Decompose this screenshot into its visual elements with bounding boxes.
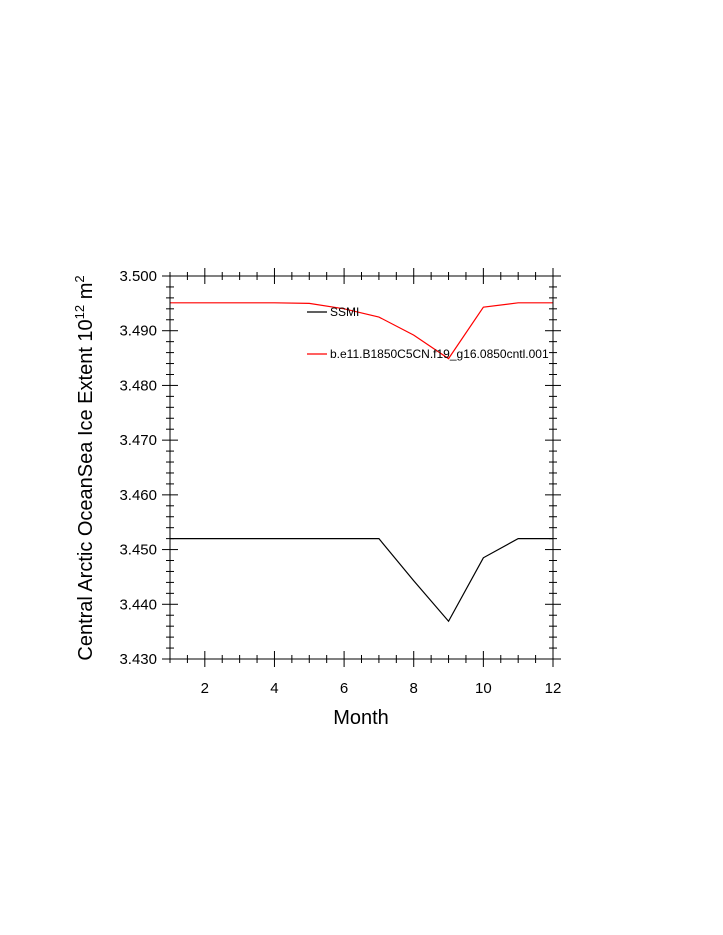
x-tick-labels: 2 4 6 8 10 12: [201, 680, 562, 697]
y-axis-title-unit-exponent: 2: [72, 275, 87, 282]
plot-frame: [169, 275, 554, 660]
x-tick-label: 2: [201, 680, 209, 697]
y-tick-label: 3.500: [119, 268, 157, 285]
y-tick-label: 3.450: [119, 542, 157, 559]
y-tick-label: 3.430: [119, 651, 157, 668]
x-axis-title: Month: [333, 707, 389, 729]
x-tick-label: 12: [545, 680, 562, 697]
x-tick-label: 8: [410, 680, 418, 697]
y-tick-label: 3.440: [119, 596, 157, 613]
legend-label: b.e11.B1850C5CN.f19_g16.0850cntl.001: [330, 347, 549, 361]
y-tick-label: 3.460: [119, 487, 157, 504]
y-axis-title: Central Arctic OceanSea Ice Extent 1012 …: [72, 275, 97, 660]
axis-ticks: [162, 268, 561, 667]
y-tick-label: 3.470: [119, 432, 157, 449]
series-line-1: [170, 538, 553, 623]
y-tick-label: 3.490: [119, 323, 157, 340]
x-tick-label: 6: [340, 680, 348, 697]
series-lines: [170, 302, 553, 623]
legend-label: SSMI: [330, 305, 359, 319]
legend: SSMI b.e11.B1850C5CN.f19_g16.0850cntl.001: [307, 305, 549, 361]
series-line-2: [170, 302, 553, 360]
y-axis-title-exponent: 12: [72, 305, 87, 319]
y-axis-title-text: Central Arctic OceanSea Ice Extent 10: [75, 319, 97, 660]
x-tick-label: 10: [475, 680, 492, 697]
x-tick-label: 4: [270, 680, 278, 697]
y-axis-title-unit: m: [75, 283, 97, 305]
y-tick-label: 3.480: [119, 377, 157, 394]
y-tick-labels: 3.430 3.440 3.450 3.460 3.470 3.480 3.490 3.500: [119, 268, 157, 668]
